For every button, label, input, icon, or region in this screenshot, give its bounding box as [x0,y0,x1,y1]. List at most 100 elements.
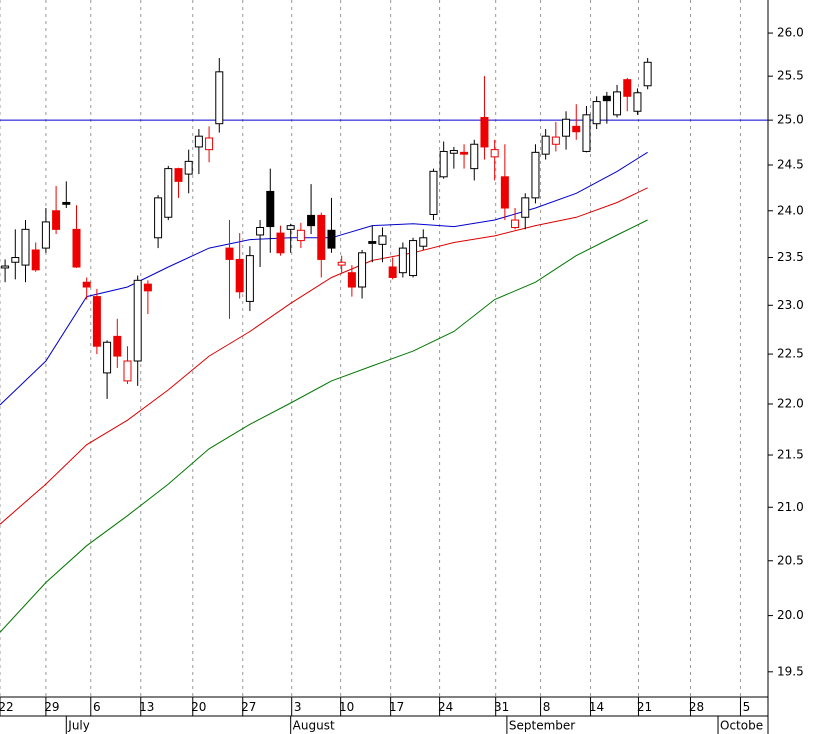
x-tick-label: 8 [543,700,551,714]
candle-body [633,92,642,112]
candle-body [562,118,571,137]
candle-body [500,176,509,209]
x-tick-label: 27 [241,700,256,714]
candle-body [572,125,581,133]
y-tick-label: 22.0 [777,396,804,410]
candle-body [41,221,50,249]
y-tick-label: 24.0 [777,203,804,217]
candle-body [602,95,611,102]
candle-body [256,226,265,236]
candle-body [235,258,244,293]
y-tick-label: 22.5 [777,347,804,361]
candle-body [358,252,367,288]
moving-average-line [0,187,648,525]
candle-body [429,170,438,215]
candle-body [52,210,61,230]
candle-body [511,219,520,228]
candle-body [215,71,224,125]
candle-body [154,197,163,239]
x-tick-label: 17 [389,700,404,714]
month-label: Octobe [720,719,763,733]
candle-body [460,151,469,155]
x-tick-label: 10 [339,700,354,714]
candle-body [11,257,20,263]
candle-body [164,168,173,218]
x-tick-label: 14 [589,700,604,714]
candle-body [82,281,91,288]
y-tick-label: 21.0 [777,500,804,514]
candle-body [480,116,489,148]
candle-body [643,61,652,87]
candle-body [582,114,591,152]
candle-body [378,235,387,245]
candle-body [286,225,295,230]
y-tick-label: 20.0 [777,608,804,622]
candle-body [347,272,356,288]
candle-body [327,229,336,249]
candle-body [62,201,71,205]
x-tick-label: 6 [93,700,101,714]
candle-body [174,168,183,182]
candle-body [449,150,458,154]
candle-body [490,149,499,158]
y-tick-label: 24.5 [777,157,804,171]
candle-body [551,136,560,145]
candle-body [184,160,193,175]
y-tick-label: 20.5 [777,553,804,567]
candle-body [317,214,326,260]
candle-body [307,214,316,227]
candle-body [92,296,101,347]
y-tick-label: 25.5 [777,69,804,83]
candle-body [143,283,152,292]
candle-body [470,143,479,170]
candle-body [541,135,550,155]
candle-body [521,197,530,218]
candle-body [388,266,397,278]
y-tick-label: 19.5 [777,664,804,678]
candle-body [72,228,81,268]
candle-body [439,150,448,178]
candle-body [31,249,40,271]
moving-average-line [0,151,648,406]
y-tick-label: 26.0 [777,26,804,40]
candle-body [623,79,632,97]
x-tick-label: 22 [0,700,14,714]
x-tick-label: 31 [494,700,509,714]
month-label: July [67,719,90,733]
candle-body [245,255,254,302]
y-tick-label: 25.0 [777,113,804,127]
candle-body [113,335,122,357]
candle-body [592,101,601,125]
candle-body [21,228,30,266]
candle-body [613,91,622,116]
x-tick-label: 29 [44,700,59,714]
x-tick-label: 3 [294,700,302,714]
x-tick-label: 5 [743,700,751,714]
x-tick-label: 20 [191,700,206,714]
candle-body [205,137,214,151]
x-tick-label: 28 [689,700,704,714]
moving-average-line [0,219,648,633]
candle-body [368,241,377,244]
candle-body [296,229,305,242]
y-tick-label: 23.5 [777,250,804,264]
candle-body [409,240,418,277]
y-tick-label: 23.0 [777,298,804,312]
candle-body [266,190,275,228]
candle-body [419,237,428,247]
candle-body [194,135,203,148]
candle-body [225,247,234,260]
y-tick-label: 21.5 [777,448,804,462]
candle-body [531,151,540,199]
candle-body [1,265,10,269]
candle-body [103,341,112,374]
month-label: August [293,719,335,733]
x-tick-label: 21 [637,700,652,714]
x-tick-label: 24 [438,700,453,714]
candle-body [133,279,142,362]
candle-body [276,232,285,254]
month-label: September [509,719,575,733]
candle-body [337,261,346,266]
candle-body [123,360,132,382]
